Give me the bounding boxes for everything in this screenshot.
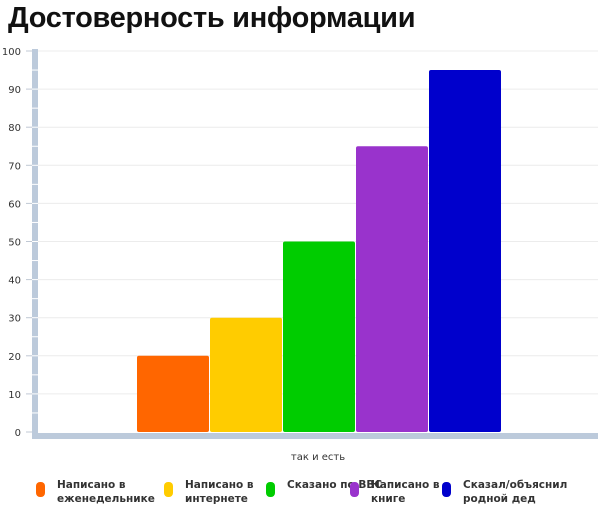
bar-1 (137, 355, 209, 432)
bar-3 (283, 241, 355, 432)
y-tick-label: 70 (8, 161, 21, 172)
x-axis-label: так и есть (290, 452, 346, 463)
legend-label: Написано в интернете (185, 479, 254, 505)
legend-item: Сказал/объяснил родной дед (442, 478, 573, 506)
y-tick-label: 50 (8, 238, 21, 249)
bar-5 (429, 70, 501, 433)
legend-swatch (164, 482, 173, 497)
y-tick-label: 60 (8, 199, 21, 210)
y-tick-label: 20 (8, 352, 21, 363)
y-tick-label: 80 (8, 123, 21, 134)
legend-label: Написано в книге (371, 479, 440, 505)
bar-4 (356, 146, 428, 432)
bar-2 (210, 317, 282, 432)
y-tick-label: 90 (8, 85, 21, 96)
x-axis-bar (38, 433, 598, 439)
legend-label: Сказал/объяснил родной дед (463, 479, 568, 505)
y-axis-bar (32, 49, 38, 439)
legend-item: Написано в еженедельнике (36, 478, 157, 506)
y-tick-label: 30 (8, 314, 21, 325)
y-tick-label: 0 (15, 428, 21, 439)
legend-item: Написано в книге (350, 478, 471, 506)
legend-label: Написано в еженедельнике (57, 479, 155, 505)
legend-item: Написано в интернете (164, 478, 285, 506)
chart-title: Достоверность информации (8, 2, 416, 34)
y-tick-label: 40 (8, 276, 21, 287)
legend-swatch (442, 482, 451, 497)
y-tick-label: 10 (8, 390, 21, 401)
legend-swatch (36, 482, 45, 497)
legend-swatch (350, 482, 359, 497)
y-tick-label: 100 (2, 47, 21, 58)
legend-swatch (266, 482, 275, 497)
